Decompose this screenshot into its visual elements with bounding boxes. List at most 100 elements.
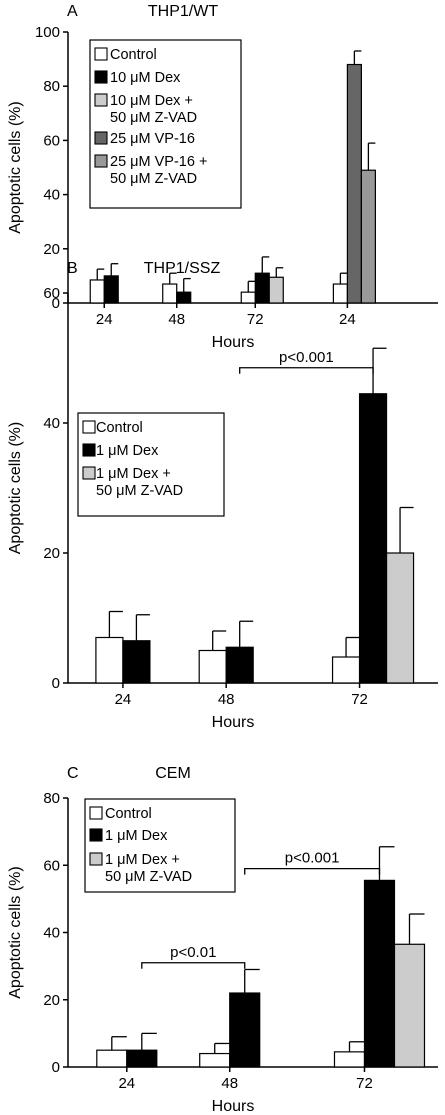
x-tick-label: 48 [168,311,185,328]
x-tick-label: 48 [221,1075,238,1092]
legend-swatch [89,806,103,820]
x-tick-label: 24 [96,311,113,328]
legend-label: 1 μM Dex [96,443,159,459]
legend-box [89,39,242,209]
x-tick-label: 24 [115,691,132,708]
x-tick-label: 24 [118,1075,135,1092]
y-tick-label: 80 [43,78,60,95]
bar [254,272,270,304]
panel-letter: B [67,260,78,277]
legend-swatch [94,70,108,84]
bar [332,283,348,304]
y-tick-label: 0 [52,675,60,692]
legend-label: 50 μM Z-VAD [96,483,183,499]
y-tick-label: 80 [43,790,60,807]
bar [363,879,396,1068]
legend-label: 1 μM Dex + [105,852,180,868]
y-tick-label: 20 [43,241,60,258]
panel-a: A THP1/WT 0 20 40 60 80 100 Apoptotic cells (%) 2… [7,3,438,351]
legend-label: 25 μM VP-16 + [110,154,207,170]
bar [176,291,192,304]
y-tick-label: 0 [52,1059,60,1076]
legend-label: 10 μM Dex [110,70,181,86]
x-tick-label: 72 [356,1075,373,1092]
panel-letter: A [67,3,78,20]
legend-label: 1 μM Dex [105,828,168,844]
bar [346,63,362,304]
bar [385,552,415,684]
legend-swatch [94,47,108,61]
bar [268,276,284,304]
legend-swatch [82,420,96,434]
x-axis-title: Hours [212,714,255,731]
x-tick-label: 24 [339,311,356,328]
bar [229,992,261,1068]
y-tick-label: 40 [43,187,60,204]
legend-label: 50 μM Z-VAD [105,869,192,885]
legend-swatch [82,443,96,457]
bar [103,275,119,304]
x-tick-label: 72 [247,311,264,328]
bar [393,943,426,1068]
significance-label: p<0.01 [170,944,216,961]
panel-c: C CEM 0 20 40 60 80 Apoptotic cells (%) 24 48 72 Ho… [7,765,438,1115]
legend-label: 25 μM VP-16 [110,131,195,147]
legend-swatch [94,131,108,145]
x-axis-title: Hours [212,334,255,351]
bar [122,640,151,684]
legend-swatch [89,828,103,842]
y-tick-label: 60 [43,285,60,302]
bar [126,1049,158,1068]
legend-label: Control [105,806,152,822]
y-tick-label: 20 [43,545,60,562]
y-tick-label: 60 [43,132,60,149]
legend-label: Control [110,47,157,63]
legend-label: 50 μM Z-VAD [110,110,197,126]
significance-label: p<0.001 [279,349,334,366]
y-tick-label: 60 [43,857,60,874]
legend-swatch [94,93,108,107]
bar [333,1051,366,1068]
significance-bracket [141,962,246,969]
legend-label: 1 μM Dex + [96,466,171,482]
y-axis-title: Apoptotic cells (%) [7,422,24,555]
bar [89,279,105,304]
bar [96,1049,128,1068]
x-tick-label: 72 [351,691,368,708]
y-tick-label: 100 [35,24,60,41]
bar [198,649,227,684]
panel-letter: C [67,765,79,782]
legend-label: 10 μM Dex + [110,93,193,109]
y-tick-label: 40 [43,925,60,942]
bar [225,646,254,684]
legend-swatch [89,852,103,866]
y-tick-label: 40 [43,415,60,432]
x-axis-title: Hours [212,1098,255,1115]
legend-swatch [82,466,96,480]
legend-swatch [94,154,108,168]
y-tick-label: 20 [43,992,60,1009]
legend-box [77,412,225,517]
bar [162,283,178,304]
panel-b: B THP1/SSZ 0 20 40 60 Apoptotic cells (%) 24 48 7… [7,260,438,731]
significance-label: p<0.001 [285,850,340,867]
legend-label: 50 μM Z-VAD [110,171,197,187]
legend-box [84,798,236,893]
significance-bracket [239,367,374,374]
legend-label: Control [96,420,143,436]
panel-title: CEM [155,765,191,782]
y-tick-label: 0 [52,295,60,312]
panel-title: THP1/WT [148,3,218,20]
bar [331,656,361,684]
y-axis-title: Apoptotic cells (%) [7,866,24,999]
bar [360,169,376,304]
significance-bracket [244,867,381,875]
y-axis-title: Apoptotic cells (%) [7,101,24,234]
bar [240,291,256,304]
bar [358,393,388,684]
x-tick-label: 48 [218,691,235,708]
panel-title: THP1/SSZ [144,260,221,277]
bar [199,1052,231,1068]
bar [95,636,124,684]
